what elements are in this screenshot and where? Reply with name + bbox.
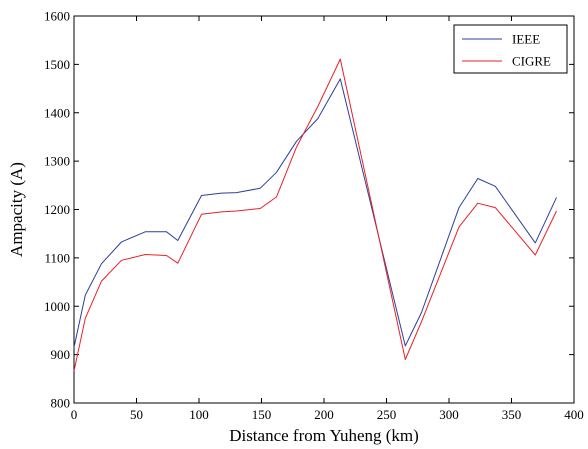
- y-tick-label: 1200: [44, 202, 70, 217]
- x-tick-label: 200: [314, 407, 334, 422]
- plot-area-border: [73, 15, 575, 404]
- series-line-ieee: [73, 78, 557, 348]
- legend-box: [453, 24, 568, 74]
- series-layer: [73, 58, 557, 372]
- x-tick-label: 100: [189, 407, 209, 422]
- y-tick-label: 1400: [44, 105, 70, 120]
- x-axis: 0 50 100 150 200 250 300 350 400: [71, 16, 584, 422]
- x-tick-label: 50: [130, 407, 143, 422]
- series-line-cigre: [73, 58, 557, 372]
- x-tick-label: 400: [564, 407, 584, 422]
- y-tick-label: 1500: [44, 57, 70, 72]
- x-tick-label: 300: [439, 407, 459, 422]
- x-tick-label: 250: [377, 407, 397, 422]
- y-tick-label: 1000: [44, 299, 70, 314]
- y-tick-label: 1600: [44, 9, 70, 24]
- legend-label-cigre: CIGRE: [512, 54, 551, 69]
- y-tick-label: 1300: [44, 154, 70, 169]
- x-tick-label: 150: [252, 407, 272, 422]
- x-tick-label: 0: [71, 407, 78, 422]
- y-axis: 800 900 1000 1100 1200 1300 1400 1500 1600: [44, 9, 574, 411]
- legend-label-ieee: IEEE: [512, 32, 540, 47]
- y-tick-label: 1100: [44, 250, 70, 265]
- x-tick-label: 350: [502, 407, 522, 422]
- plot-frame: [73, 15, 575, 404]
- x-axis-title: Distance from Yuheng (km): [229, 426, 419, 445]
- y-tick-label: 800: [51, 396, 71, 411]
- legend: IEEE CIGRE: [453, 24, 568, 74]
- y-tick-label: 900: [51, 347, 71, 362]
- y-axis-title: Ampacity (A): [7, 162, 26, 257]
